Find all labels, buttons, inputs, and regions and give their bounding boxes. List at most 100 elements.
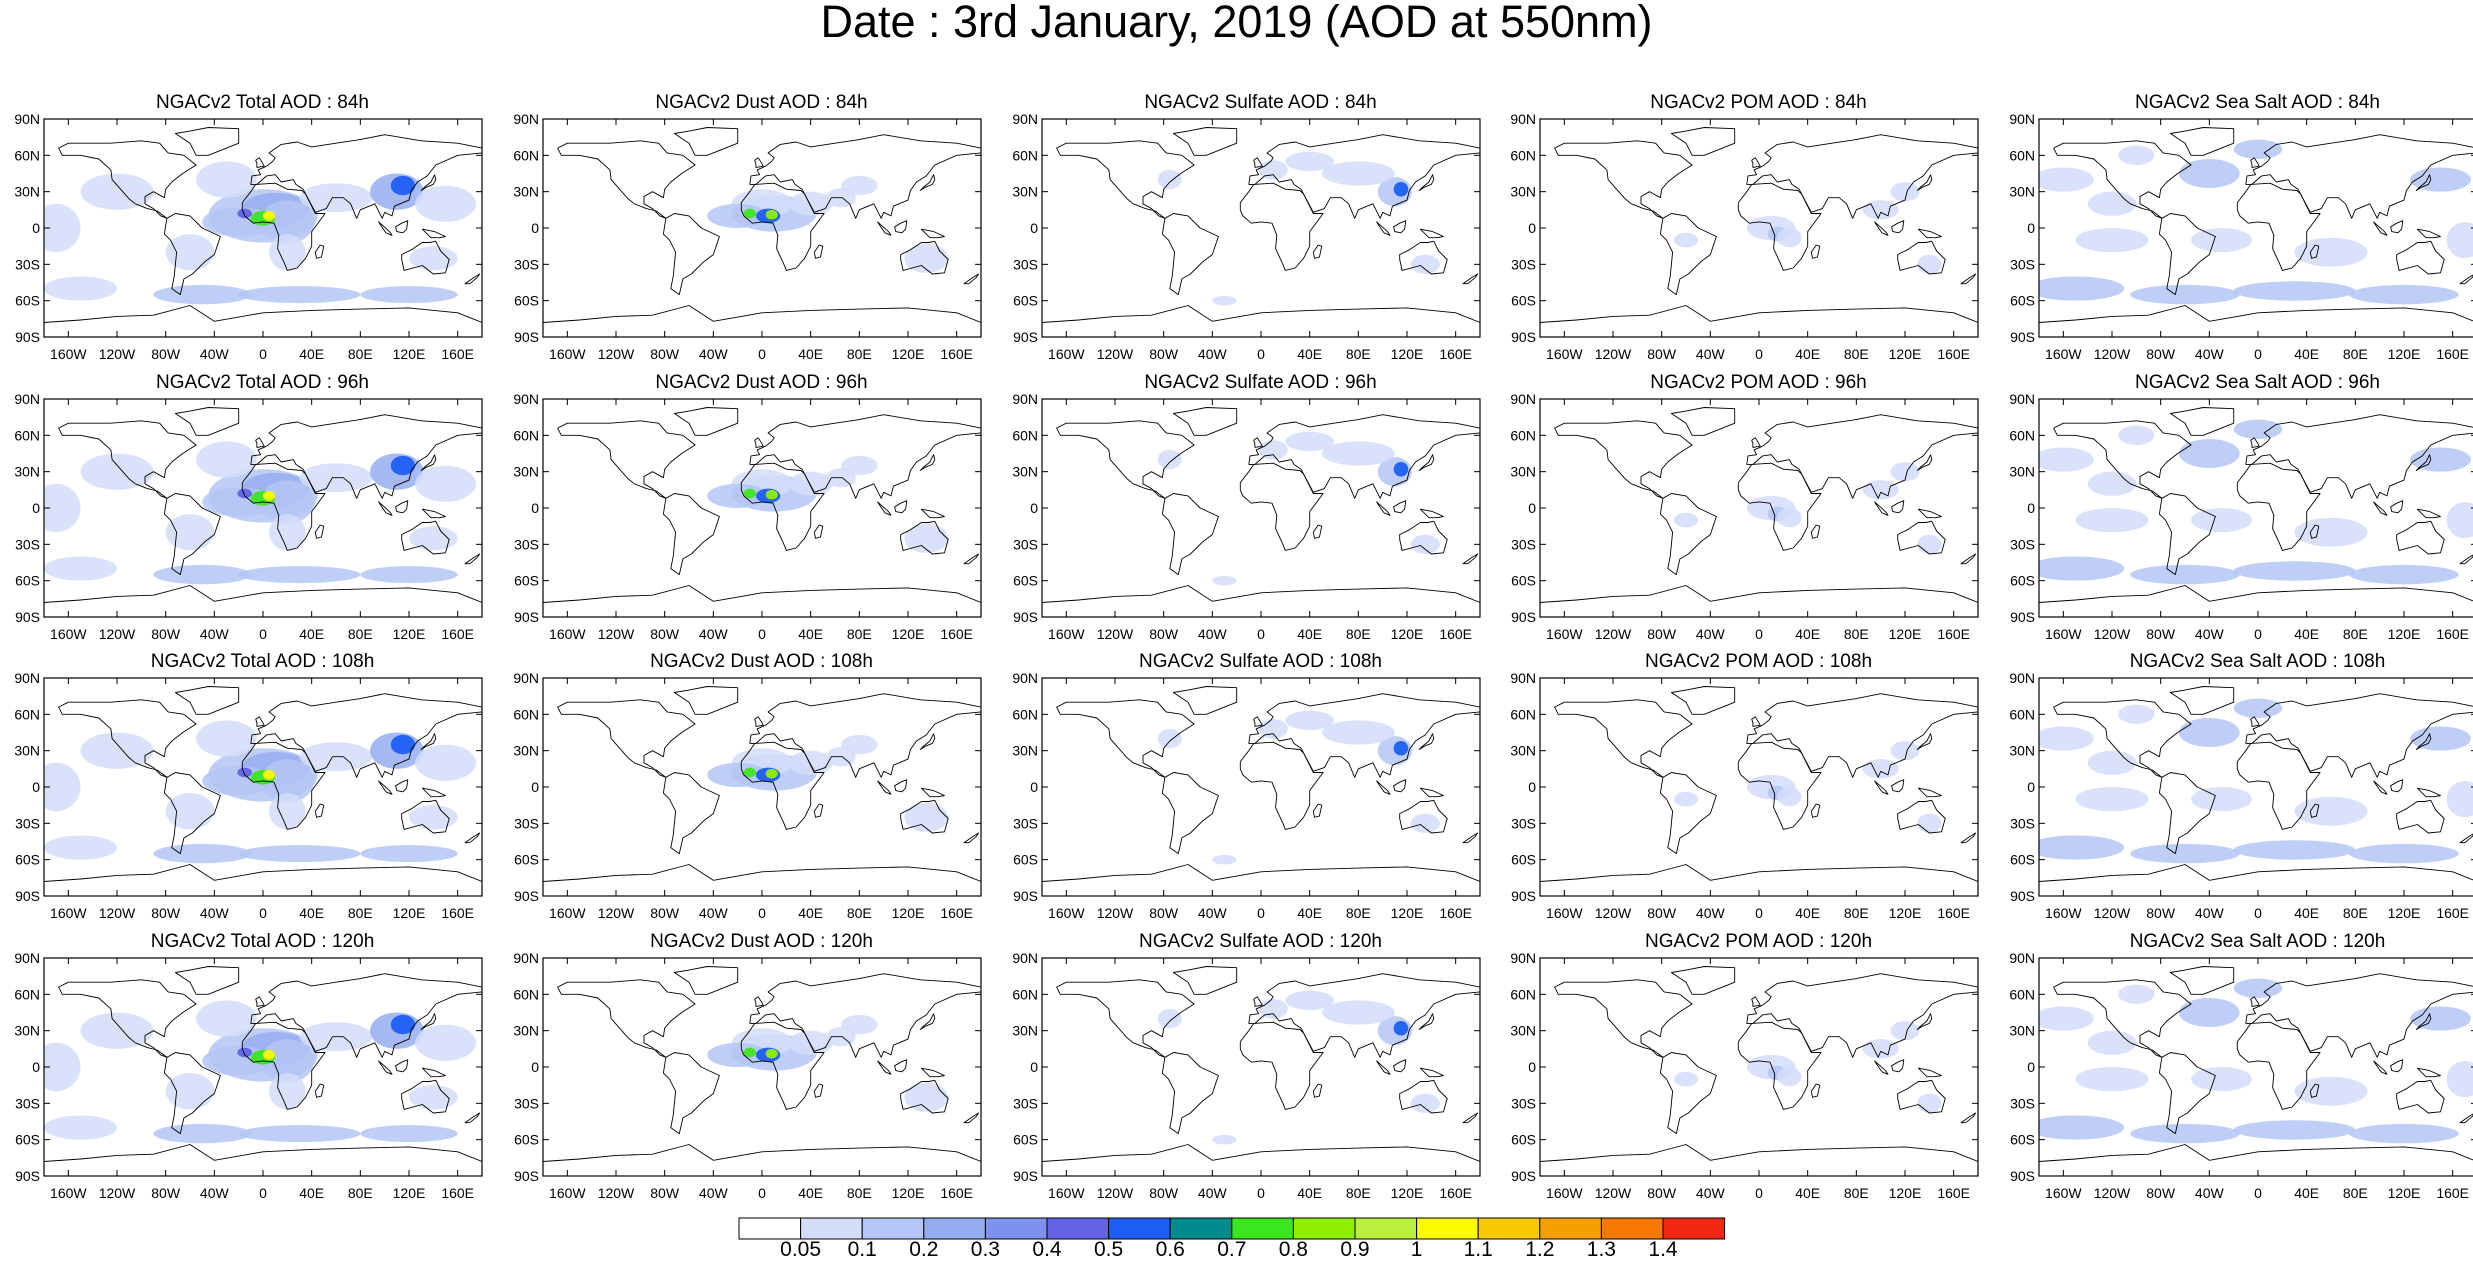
coastline	[174, 686, 240, 715]
coastline	[1418, 174, 1435, 191]
map-panel-pom-108: 90N 60N 30N 0 30S 60S 90S 160W 120W 80W 40W 0 40E 80E…	[1510, 651, 2015, 923]
lon-tick-label: 0	[1257, 346, 1265, 362]
aod-field	[415, 744, 476, 781]
map-panel-total-84: 90N 60N 30N 0 30S 60S 90S 160W 120W 80W 40W 0 40E 80E…	[14, 92, 519, 364]
coastline	[1751, 716, 1761, 727]
coastline	[1810, 1083, 1821, 1098]
lat-tick-label: 0	[1528, 500, 1536, 516]
lon-tick-label: 0	[1257, 1185, 1265, 1201]
aod-field	[2233, 840, 2356, 860]
lon-tick-label: 120E	[2388, 626, 2421, 642]
lon-tick-label: 0	[1755, 1185, 1763, 1201]
aod-field	[2130, 1123, 2240, 1144]
coastline	[813, 803, 824, 818]
lon-tick-label: 120E	[1889, 626, 1922, 642]
coastline	[1659, 493, 1717, 576]
coastline	[1746, 693, 1978, 778]
lon-tick-label: 40E	[1795, 626, 1820, 642]
coastline	[2053, 420, 2192, 499]
coastline	[2373, 1060, 2388, 1075]
coastline	[557, 979, 696, 1058]
lon-tick-label: 0	[2254, 626, 2262, 642]
lat-tick-label: 90N	[1012, 950, 1038, 966]
lat-tick-label: 0	[1528, 779, 1536, 795]
aod-field	[2039, 835, 2125, 860]
coastline	[749, 693, 981, 778]
lon-tick-label: 120E	[393, 1185, 426, 1201]
aod-field	[2233, 978, 2283, 998]
coastline	[662, 213, 720, 296]
aod-field	[44, 556, 117, 581]
lon-tick-label: 120W	[598, 346, 635, 362]
coastline	[1670, 966, 1736, 995]
map-plot: 90N 60N 30N 0 30S 60S 90S 160W 120W 80W 40W 0 40E 80E…	[1012, 391, 1481, 642]
lat-tick-label: 90S	[2010, 1168, 2035, 1184]
aod-field	[1258, 719, 1288, 739]
coastline	[2416, 1067, 2441, 1078]
lon-tick-label: 40W	[1198, 626, 1228, 642]
map-panel-pom-84: 90N 60N 30N 0 30S 60S 90S 160W 120W 80W 40W 0 40E 80E…	[1510, 92, 2015, 364]
lon-tick-label: 40W	[1696, 905, 1726, 921]
lon-tick-label: 40E	[299, 905, 324, 921]
lat-tick-label: 0	[531, 500, 539, 516]
aod-field	[409, 805, 458, 830]
aod-field	[237, 1047, 253, 1058]
lon-tick-label: 160W	[1048, 626, 1085, 642]
coastline	[2039, 864, 2473, 896]
coastline	[401, 799, 450, 834]
lon-tick-label: 160E	[1439, 626, 1472, 642]
aod-field	[153, 284, 251, 305]
coastline	[740, 1021, 825, 1110]
lon-tick-label: 40E	[798, 1185, 823, 1201]
aod-field	[409, 526, 458, 551]
coastline	[1393, 1059, 1407, 1073]
lon-tick-label: 80E	[1346, 346, 1371, 362]
lat-tick-label: 60N	[2009, 986, 2035, 1002]
coastline	[2415, 1013, 2432, 1030]
aod-field	[2075, 787, 2149, 812]
coastline	[1393, 779, 1407, 793]
coastline	[1172, 407, 1238, 436]
coastline	[1399, 520, 1448, 555]
aod-field	[2039, 447, 2094, 472]
coastline	[543, 1144, 981, 1176]
coastline	[2245, 973, 2473, 1058]
coastline	[2039, 305, 2473, 337]
coastline	[163, 213, 221, 296]
lon-tick-label: 160W	[1546, 905, 1583, 921]
lat-tick-label: 30N	[14, 1023, 40, 1039]
coastline	[1462, 832, 1479, 844]
lon-tick-label: 160E	[1937, 626, 1970, 642]
lat-tick-label: 30N	[1510, 743, 1536, 759]
coastline	[1056, 420, 1195, 499]
aod-field	[2446, 1060, 2473, 1098]
lon-tick-label: 120W	[1097, 1185, 1134, 1201]
coastline	[1554, 140, 1693, 219]
lon-tick-label: 120W	[2094, 626, 2131, 642]
aod-field	[390, 175, 416, 196]
coastline	[2459, 554, 2473, 565]
coastline	[2236, 1021, 2321, 1110]
lon-tick-label: 80W	[1647, 1185, 1677, 1201]
lon-tick-label: 120E	[892, 626, 925, 642]
coastline	[1056, 140, 1195, 219]
coastline	[1891, 220, 1905, 234]
coastline	[2245, 414, 2473, 499]
map-panel-seasalt-108: 90N 60N 30N 0 30S 60S 90S 160W 120W 80W 40W 0 40E 80E…	[2009, 651, 2473, 923]
coastline	[543, 305, 981, 337]
aod-field	[2349, 284, 2459, 305]
aod-field	[165, 514, 215, 551]
panel-title: NGACv2 Sulfate AOD : 84h	[1144, 92, 1377, 113]
aod-field	[390, 455, 416, 476]
lon-tick-label: 160E	[940, 1185, 973, 1201]
lon-tick-label: 160W	[50, 346, 87, 362]
lon-tick-label: 40E	[1297, 346, 1322, 362]
lat-tick-label: 60N	[1012, 986, 1038, 1002]
aod-field	[2446, 780, 2473, 818]
lat-tick-label: 30N	[2009, 184, 2035, 200]
lat-tick-label: 90N	[513, 950, 539, 966]
coastline	[963, 553, 980, 565]
lon-tick-label: 160W	[549, 905, 586, 921]
coastline	[1670, 407, 1736, 436]
coastline	[1172, 127, 1238, 156]
